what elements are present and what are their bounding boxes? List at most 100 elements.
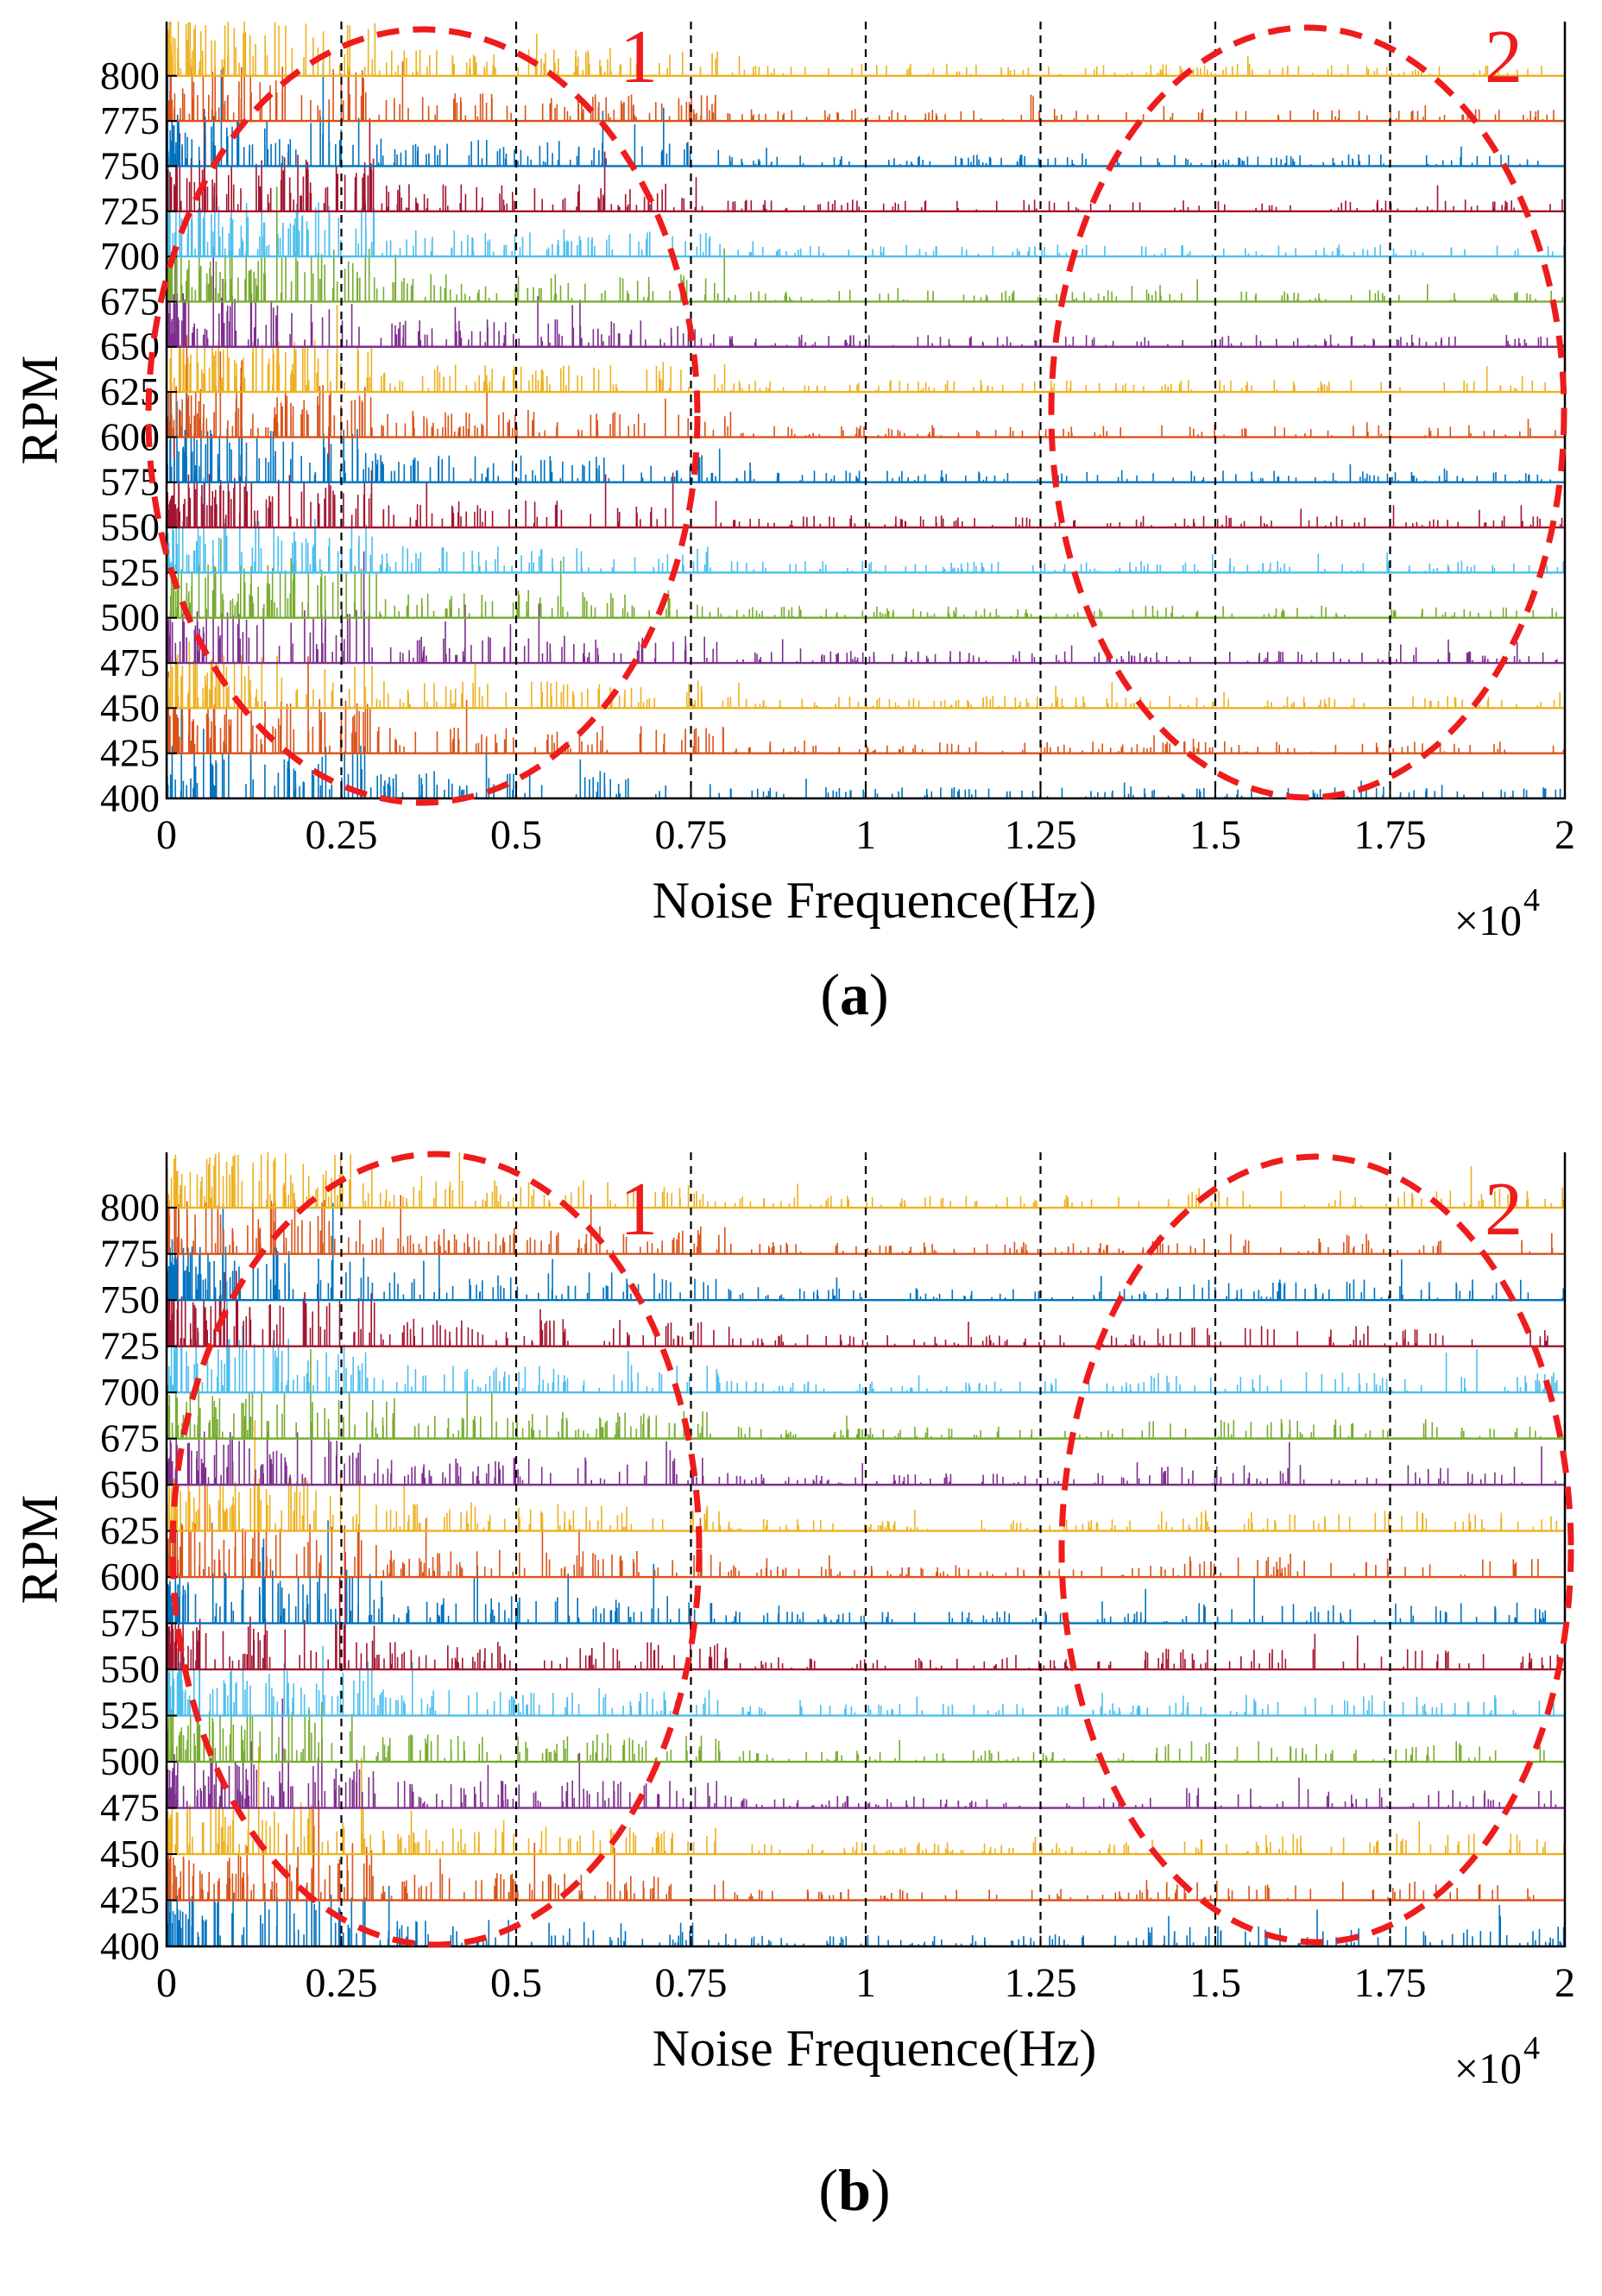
series-600-rpm bbox=[167, 1471, 1565, 1579]
series-spectrum bbox=[167, 61, 1555, 122]
series-spectrum bbox=[167, 1702, 1545, 1762]
annotation-label-1: 1 bbox=[620, 16, 658, 99]
x-axis-title: Noise Frequence(Hz) bbox=[653, 2020, 1097, 2077]
series-spectrum bbox=[167, 1194, 1554, 1254]
x-tick-label: 0.75 bbox=[655, 1960, 728, 2006]
series-spectrum bbox=[167, 1645, 1555, 1716]
y-tick-label: 450 bbox=[100, 685, 160, 729]
y-tick-label: 675 bbox=[100, 1416, 160, 1460]
x-tick-label: 1.5 bbox=[1189, 1960, 1241, 2006]
y-tick-label: 700 bbox=[100, 1370, 160, 1414]
y-tick-label: 500 bbox=[100, 1739, 160, 1783]
y-tick-label: 750 bbox=[100, 143, 160, 187]
panel-label: (a) bbox=[820, 962, 888, 1027]
x-axis-exponent-power: 4 bbox=[1523, 882, 1540, 918]
series-spectrum bbox=[167, 1471, 1539, 1578]
y-tick-label: 800 bbox=[100, 1185, 160, 1229]
annotation-ellipse-1 bbox=[145, 26, 701, 806]
annotation-label-1: 1 bbox=[620, 1168, 658, 1252]
series-spectrum bbox=[167, 371, 1551, 483]
x-tick-label: 0.25 bbox=[306, 1960, 378, 2006]
y-tick-label: 575 bbox=[100, 1601, 160, 1645]
series-spectrum bbox=[167, 1511, 1546, 1624]
annotation-ellipse-2 bbox=[1048, 24, 1567, 801]
series-525-rpm bbox=[167, 1645, 1565, 1717]
series-spectrum bbox=[167, 1385, 1556, 1485]
panel-a: 4004254504755005255505756006256506757007… bbox=[11, 16, 1575, 1027]
x-tick-label: 0 bbox=[156, 1960, 177, 2006]
panel-label: (b) bbox=[818, 2157, 890, 2223]
series-650-rpm bbox=[167, 247, 1565, 348]
series-spectrum bbox=[167, 305, 1564, 393]
y-tick-label: 725 bbox=[100, 1324, 160, 1368]
series-spectrum bbox=[167, 247, 1565, 347]
x-tick-label: 1 bbox=[855, 1960, 876, 2006]
y-tick-label: 500 bbox=[100, 596, 160, 640]
x-tick-label: 0.5 bbox=[490, 1960, 542, 2006]
y-tick-label: 600 bbox=[100, 1555, 160, 1599]
x-tick-label: 2 bbox=[1555, 1960, 1575, 2006]
x-tick-label: 1.75 bbox=[1354, 1960, 1427, 2006]
y-tick-label: 775 bbox=[100, 1232, 160, 1276]
y-tick-label: 525 bbox=[100, 1694, 160, 1738]
x-tick-label: 1.75 bbox=[1354, 812, 1427, 858]
x-axis-exponent-power: 4 bbox=[1523, 2030, 1540, 2066]
x-tick-label: 1 bbox=[855, 812, 876, 858]
x-axis-exponent: ×10 bbox=[1454, 896, 1522, 944]
y-tick-label: 550 bbox=[100, 505, 160, 549]
series-spectrum bbox=[167, 539, 1557, 618]
y-tick-label: 425 bbox=[100, 1878, 160, 1922]
y-tick-label: 425 bbox=[100, 731, 160, 775]
series-425-rpm bbox=[167, 656, 1565, 754]
series-625-rpm bbox=[167, 305, 1565, 394]
series-spectrum bbox=[167, 1411, 1558, 1531]
x-tick-label: 0.75 bbox=[655, 812, 728, 858]
y-tick-label: 650 bbox=[100, 1462, 160, 1506]
series-spectrum bbox=[167, 109, 1563, 211]
y-tick-label: 400 bbox=[100, 1924, 160, 1968]
series-spectrum bbox=[167, 656, 1564, 754]
y-tick-label: 775 bbox=[100, 98, 160, 142]
series-spectrum bbox=[167, 63, 1539, 167]
panel-b: 4004254504755005255505756006256506757007… bbox=[11, 1151, 1575, 2223]
y-tick-label: 625 bbox=[100, 1509, 160, 1553]
series-spectrum bbox=[167, 1552, 1559, 1670]
annotation-label-2: 2 bbox=[1485, 1168, 1523, 1252]
x-tick-label: 2 bbox=[1555, 812, 1575, 858]
series-spectrum bbox=[167, 1152, 1565, 1208]
series-spectrum bbox=[167, 1698, 1557, 1808]
y-tick-label: 525 bbox=[100, 550, 160, 594]
series-450-rpm bbox=[167, 641, 1565, 710]
y-tick-label: 475 bbox=[100, 640, 160, 684]
x-tick-label: 0 bbox=[156, 812, 177, 858]
series-800-rpm bbox=[167, 22, 1565, 77]
annotation-ellipse-2 bbox=[1058, 1153, 1574, 1946]
series-spectrum bbox=[167, 1800, 1535, 1901]
y-tick-label: 475 bbox=[100, 1786, 160, 1830]
x-tick-label: 1.5 bbox=[1189, 812, 1241, 858]
series-spectrum bbox=[167, 641, 1561, 709]
x-tick-label: 0.5 bbox=[490, 812, 542, 858]
series-spectrum bbox=[167, 22, 1565, 76]
x-tick-label: 1.25 bbox=[1005, 1960, 1077, 2006]
x-axis-title: Noise Frequence(Hz) bbox=[653, 872, 1097, 929]
x-tick-label: 0.25 bbox=[306, 812, 378, 858]
x-tick-label: 1.25 bbox=[1005, 812, 1077, 858]
series-spectrum bbox=[167, 1885, 1565, 1946]
y-axis-title: RPM bbox=[11, 1495, 68, 1605]
series-spectrum bbox=[167, 335, 1556, 438]
annotation-label-2: 2 bbox=[1485, 16, 1523, 99]
annotation-ellipse-1 bbox=[169, 1151, 703, 1948]
y-tick-label: 750 bbox=[100, 1277, 160, 1321]
series-400-rpm bbox=[167, 1885, 1565, 1946]
y-tick-label: 400 bbox=[100, 776, 160, 820]
x-axis-exponent: ×10 bbox=[1454, 2044, 1522, 2092]
series-spectrum bbox=[167, 186, 1564, 302]
y-tick-label: 550 bbox=[100, 1647, 160, 1691]
y-tick-label: 450 bbox=[100, 1832, 160, 1876]
y-tick-label: 675 bbox=[100, 279, 160, 323]
y-axis-title: RPM bbox=[11, 356, 68, 465]
series-spectrum bbox=[167, 1250, 1548, 1347]
series-725-rpm bbox=[167, 109, 1565, 212]
